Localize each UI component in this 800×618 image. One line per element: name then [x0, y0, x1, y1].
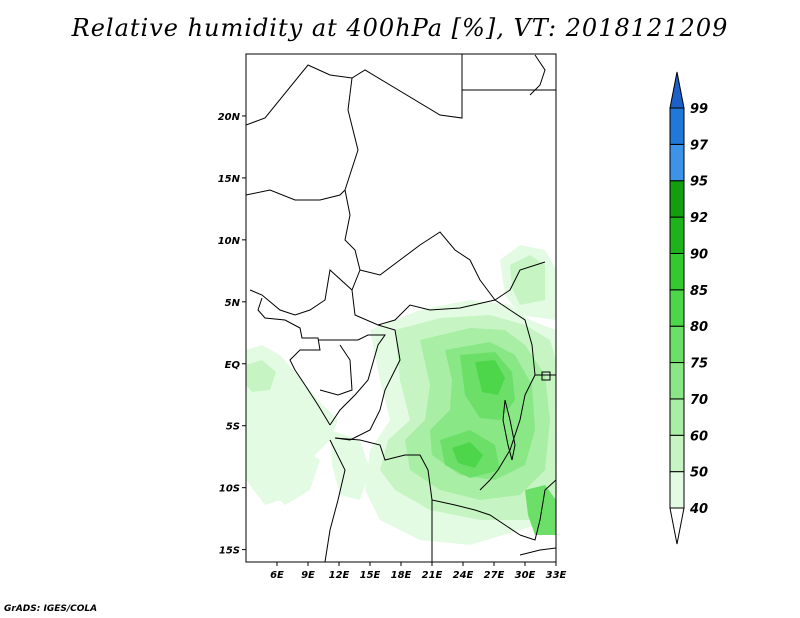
colorbar-level-label: 50	[690, 466, 708, 481]
colorbar-box	[669, 471, 685, 509]
colorbar-level-label: 80	[690, 320, 708, 335]
colorbar-box	[669, 398, 685, 436]
border-line	[344, 77, 361, 271]
lon-tick-label: 18E	[391, 570, 412, 581]
colorbar-upper-triangle	[669, 71, 685, 109]
lon-tick-label: 15E	[360, 570, 381, 581]
border-line	[318, 334, 386, 426]
lon-tick-label: 21E	[422, 570, 443, 581]
chart-title: Relative humidity at 400hPa [%], VT: 201…	[71, 14, 729, 42]
latitude-axis: 20N 15N 10N 5N EQ 5S 10S 15S	[218, 112, 246, 557]
lon-tick-label: 33E	[546, 570, 567, 581]
lon-tick-label: 9E	[301, 570, 315, 581]
lon-tick-label: 24E	[453, 570, 474, 581]
border-line	[257, 297, 331, 426]
humidity-region-southeast	[330, 430, 370, 500]
colorbar-level-label: 70	[690, 393, 708, 408]
lake-outline	[529, 54, 546, 96]
colorbar-level-label: 40	[689, 502, 708, 517]
border-line	[246, 54, 463, 126]
humidity-level-85b	[452, 442, 483, 468]
colorbar-box	[669, 107, 685, 145]
colorbar-box	[669, 434, 685, 473]
humidity-level-60	[246, 360, 276, 392]
border-line	[319, 344, 353, 396]
colorbar-level-label: 95	[690, 175, 708, 190]
lake-outline	[502, 399, 516, 461]
border-line	[479, 299, 536, 491]
humidity-region-southwest	[268, 440, 320, 505]
credit-label: GrADS: IGES/COLA	[4, 604, 98, 614]
border-line	[519, 547, 556, 556]
lake-outline	[541, 371, 551, 381]
lat-tick-label: 15N	[218, 174, 241, 185]
borders	[246, 54, 556, 562]
colorbar-box	[669, 325, 685, 364]
colorbar-box	[669, 289, 685, 327]
border-line	[519, 479, 556, 541]
lat-tick-label: 5N	[225, 298, 241, 309]
border-line	[351, 289, 496, 326]
border-line	[246, 189, 346, 201]
colorbar-level-label: 60	[690, 429, 708, 444]
colorbar-level-label: 75	[690, 357, 708, 372]
colorbar-level-label: 90	[690, 247, 708, 262]
humidity-level-60c	[510, 255, 545, 305]
colorbar-level-label: 97	[690, 138, 709, 153]
lat-tick-label: 10S	[219, 484, 240, 495]
colorbar-box	[669, 362, 685, 400]
lat-tick-label: 10N	[218, 236, 241, 247]
colorbar-level-label: 99	[690, 102, 708, 117]
lon-tick-label: 27E	[484, 570, 505, 581]
colorbar-box	[669, 143, 685, 182]
border-line	[334, 324, 401, 441]
border-line	[359, 231, 546, 301]
colorbar-lower-triangle	[669, 507, 685, 545]
colorbar-box	[669, 252, 685, 291]
lon-tick-label: 6E	[270, 570, 284, 581]
border-line	[249, 269, 361, 316]
border-line	[324, 439, 346, 562]
lat-tick-label: EQ	[225, 360, 241, 371]
humidity-shading	[246, 245, 556, 545]
colorbar: 40 50 60 70 75 80 85 90 92 95 97 99	[669, 71, 709, 545]
colorbar-box	[669, 180, 685, 218]
border-line	[334, 437, 521, 536]
lat-tick-label: 15S	[219, 546, 240, 557]
colorbar-level-label: 92	[690, 211, 708, 226]
lon-tick-label: 30E	[515, 570, 536, 581]
lat-tick-label: 5S	[226, 422, 240, 433]
colorbar-level-label: 85	[690, 284, 708, 299]
humidity-level-85	[475, 360, 505, 395]
longitude-axis: 6E 9E 12E 15E 18E 21E 24E 27E 30E 33E	[270, 562, 567, 581]
colorbar-box	[669, 216, 685, 254]
lon-tick-label: 12E	[329, 570, 350, 581]
humidity-level-80c	[525, 485, 556, 535]
lat-tick-label: 20N	[218, 112, 241, 123]
